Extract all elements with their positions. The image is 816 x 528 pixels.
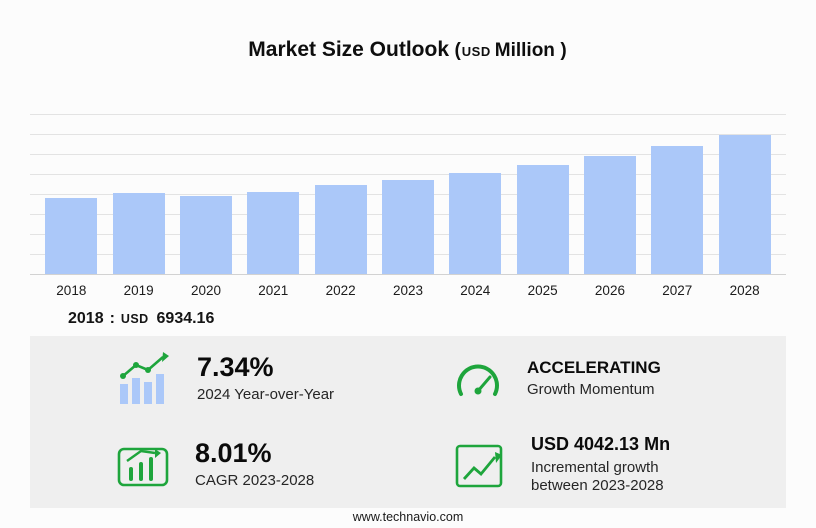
- base-year-annotation: 2018: USD 6934.16: [68, 310, 214, 328]
- stat-value-momentum: ACCELERATING: [527, 357, 661, 377]
- bar-2022: [314, 185, 367, 274]
- base-currency: USD: [120, 312, 149, 326]
- x-tick-2021: 2021: [258, 283, 289, 298]
- title-paren-open: (: [454, 40, 461, 61]
- x-tick-2020: 2020: [190, 283, 221, 298]
- x-tick-2024: 2024: [460, 283, 491, 298]
- stat-label-incremental: Incremental growth between 2023-2028: [531, 458, 664, 495]
- stat-growth-momentum: ACCELERATING Growth Momentum: [408, 336, 786, 422]
- stat-label-cagr: CAGR 2023-2028: [195, 471, 315, 489]
- stat-value-yoy: 7.34%: [197, 352, 274, 383]
- speedometer-icon: [453, 358, 503, 400]
- bar-2026: [583, 156, 636, 274]
- x-tick-2026: 2026: [594, 283, 625, 298]
- incremental-trend-icon: [453, 440, 507, 490]
- title-currency: USD: [461, 44, 491, 59]
- x-tick-2022: 2022: [325, 283, 356, 298]
- x-tick-2027: 2027: [662, 283, 693, 298]
- stat-value-incremental: USD 4042.13 Mn: [531, 433, 671, 454]
- stat-incremental-growth: USD 4042.13 Mn Incremental growth betwee…: [408, 422, 786, 508]
- cagr-chart-icon: [115, 439, 171, 491]
- title-paren-close: ): [560, 40, 567, 61]
- market-size-bar-chart: 2018 2019 2020 2021 2022 2023 2024 2025 2026 2027…: [30, 114, 786, 298]
- base-value: 6934.16: [156, 310, 215, 327]
- x-tick-2025: 2025: [527, 283, 558, 298]
- base-year: 2018: [68, 310, 104, 327]
- stat-label-yoy: 2024 Year-over-Year: [197, 385, 335, 403]
- stat-yoy-growth: 7.34% 2024 Year-over-Year: [30, 336, 408, 422]
- yoy-bar-growth-icon: [115, 352, 173, 406]
- bar-2019: [112, 193, 165, 274]
- title-text: Market Size Outlook: [248, 38, 450, 61]
- bar-2018: [45, 198, 98, 274]
- x-axis-labels: 2018 2019 2020 2021 2022 2023 2024 2025 2026 2027…: [30, 283, 786, 298]
- stat-text: ACCELERATING Growth Momentum: [527, 358, 661, 400]
- stat-label-momentum: Growth Momentum: [527, 381, 655, 399]
- stat-text: 8.01% CAGR 2023-2028: [195, 439, 314, 490]
- x-tick-2023: 2023: [392, 283, 423, 298]
- bar-area: [30, 114, 786, 275]
- footer-url: www.technavio.com: [352, 510, 464, 524]
- x-tick-2028: 2028: [729, 283, 760, 298]
- bar-2024: [449, 173, 502, 274]
- separator: :: [109, 310, 115, 327]
- bar-2028: [718, 135, 771, 274]
- stats-panel: 7.34% 2024 Year-over-Year ACCELERATING G…: [30, 336, 786, 508]
- x-tick-2019: 2019: [123, 283, 154, 298]
- x-tick-2018: 2018: [56, 283, 87, 298]
- title-unit: Million: [494, 40, 555, 61]
- stat-value-cagr: 8.01%: [195, 438, 272, 469]
- stat-text: 7.34% 2024 Year-over-Year: [197, 353, 334, 404]
- bar-2025: [516, 165, 569, 274]
- stat-text: USD 4042.13 Mn Incremental growth betwee…: [531, 434, 706, 496]
- bar-2021: [247, 192, 300, 274]
- bar-2027: [651, 146, 704, 274]
- bar-2020: [179, 196, 232, 274]
- bar-2023: [381, 180, 434, 274]
- stat-cagr: 8.01% CAGR 2023-2028: [30, 422, 408, 508]
- page-title: Market Size Outlook (USD Million ): [0, 38, 816, 62]
